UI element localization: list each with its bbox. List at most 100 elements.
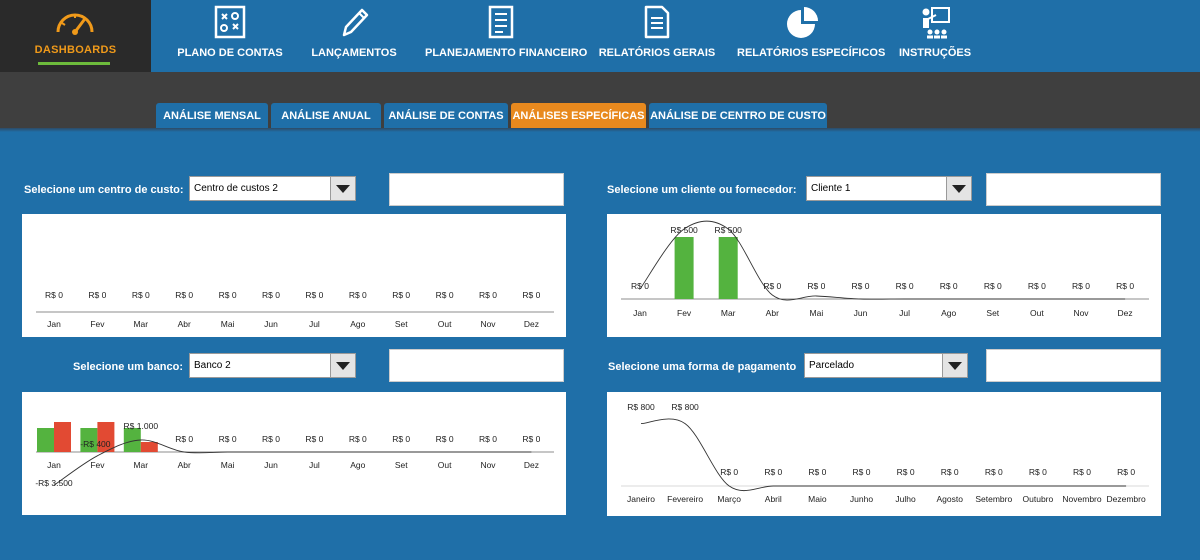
data-label: -R$ 400	[80, 439, 111, 449]
strategy-board-icon	[214, 5, 246, 39]
category-label: Maio	[808, 494, 827, 504]
category-label: Mar	[133, 319, 148, 329]
dashboards-label: DASHBOARDS	[34, 44, 117, 56]
category-label: Novembro	[1062, 494, 1101, 504]
category-label: Out	[438, 460, 452, 470]
presentation-icon	[922, 7, 950, 39]
nav-plano-de-contas[interactable]: PLANO DE CONTAS	[170, 0, 290, 72]
trend-line	[53, 439, 532, 486]
data-label: R$ 0	[1028, 281, 1046, 291]
chevron-down-icon[interactable]	[942, 354, 967, 377]
tab-analises-especificas[interactable]: ANÁLISES ESPECÍFICAS	[511, 103, 646, 128]
nav-label: LANÇAMENTOS	[311, 47, 397, 59]
chevron-down-icon[interactable]	[330, 354, 355, 377]
category-label: Mai	[810, 308, 824, 318]
category-label: Jul	[309, 460, 320, 470]
category-label: Jan	[47, 460, 61, 470]
data-label: R$ 500	[670, 225, 698, 235]
category-label: Nov	[1073, 308, 1089, 318]
data-label: R$ 0	[940, 281, 958, 291]
checklist-icon	[488, 5, 514, 39]
category-label: Dez	[524, 319, 539, 329]
data-label: R$ 0	[219, 434, 237, 444]
tab-analise-de-centro-de-custo[interactable]: ANÁLISE DE CENTRO DE CUSTO	[649, 103, 827, 128]
category-label: Dez	[1118, 308, 1133, 318]
payment-chart: R$ 800 R$ 800 R$ 0 R$ 0 R$ 0 R$ 0 R$ 0 R$ 0 R$ 0…	[621, 402, 1149, 504]
payment-value: Parcelado	[809, 360, 855, 371]
pie-chart-icon	[787, 7, 818, 38]
tab-analise-mensal[interactable]: ANÁLISE MENSAL	[156, 103, 268, 128]
nav-instrucoes[interactable]: INSTRUÇÕES	[892, 0, 978, 72]
bank-chart-panel: -R$ 3.500 -R$ 400 R$ 1.000 R$ 0 R$ 0 R$ 0 R$ 0…	[22, 392, 566, 515]
category-label: Setembro	[975, 494, 1012, 504]
payment-dropdown[interactable]: Parcelado	[804, 353, 968, 378]
category-label: Set	[986, 308, 999, 318]
data-label: R$ 0	[896, 281, 914, 291]
chevron-down-icon[interactable]	[946, 177, 971, 200]
data-label: R$ 800	[627, 402, 655, 412]
category-label: Abr	[178, 319, 191, 329]
category-label: Mar	[721, 308, 736, 318]
data-label: R$ 0	[808, 467, 826, 477]
category-label: Jan	[633, 308, 647, 318]
data-label: R$ 0	[1073, 467, 1091, 477]
nav-planejamento-financeiro[interactable]: PLANEJAMENTO FINANCEIRO	[425, 0, 587, 72]
cost-center-dropdown[interactable]: Centro de custos 2	[189, 176, 356, 201]
client-value: Cliente 1	[811, 183, 851, 194]
data-label: R$ 0	[1116, 281, 1134, 291]
data-label: R$ 0	[479, 290, 497, 300]
dashboards-nav-button[interactable]: DASHBOARDS	[0, 0, 151, 72]
category-label: Mar	[133, 460, 148, 470]
nav-label: INSTRUÇÕES	[898, 47, 972, 59]
speedometer-icon	[56, 13, 94, 35]
category-label: Dez	[524, 460, 539, 470]
data-label: R$ 0	[985, 467, 1003, 477]
data-label: R$ 0	[88, 290, 106, 300]
data-label: R$ 0	[897, 467, 915, 477]
category-label: Set	[395, 319, 408, 329]
cost-center-result-box	[389, 173, 564, 206]
nav-lancamentos[interactable]: LANÇAMENTOS	[304, 0, 404, 72]
tab-analise-de-contas[interactable]: ANÁLISE DE CONTAS	[384, 103, 508, 128]
chart-bar	[674, 237, 694, 299]
data-label: R$ 0	[305, 434, 323, 444]
category-label: Janeiro	[627, 494, 655, 504]
category-label: Set	[395, 460, 408, 470]
data-label: R$ 0	[175, 290, 193, 300]
trend-line	[639, 220, 1126, 301]
nav-label: RELATÓRIOS GERAIS	[598, 47, 716, 59]
category-label: Nov	[480, 460, 496, 470]
active-indicator	[38, 62, 110, 65]
tab-analise-anual[interactable]: ANÁLISE ANUAL	[271, 103, 381, 128]
nav-label: PLANO DE CONTAS	[177, 47, 283, 59]
top-navigation: DASHBOARDS PLANO DE CONTAS LANÇAMENTOS P…	[0, 0, 1200, 72]
category-label: Out	[1030, 308, 1044, 318]
data-label: R$ 0	[984, 281, 1002, 291]
data-label: R$ 0	[852, 281, 870, 291]
category-label: Jun	[264, 319, 278, 329]
client-label: Selecione um cliente ou fornecedor:	[607, 184, 797, 196]
data-label: R$ 0	[522, 290, 540, 300]
data-label: R$ 0	[764, 467, 782, 477]
nav-relatorios-especificos[interactable]: RELATÓRIOS ESPECÍFICOS	[737, 0, 886, 72]
bank-dropdown[interactable]: Banco 2	[189, 353, 356, 378]
chevron-down-icon[interactable]	[330, 177, 355, 200]
tab-shadow	[0, 128, 1200, 132]
chart-bar	[97, 422, 115, 452]
data-label: R$ 0	[763, 281, 781, 291]
payment-label: Selecione uma forma de pagamento	[608, 361, 797, 373]
nav-label: RELATÓRIOS ESPECÍFICOS	[737, 47, 886, 59]
client-dropdown[interactable]: Cliente 1	[806, 176, 972, 201]
data-label: R$ 0	[720, 467, 738, 477]
nav-relatorios-gerais[interactable]: RELATÓRIOS GERAIS	[597, 0, 717, 72]
category-label: Junho	[850, 494, 873, 504]
category-label: Abr	[178, 460, 191, 470]
chart-bar	[140, 442, 158, 452]
chart-bar	[80, 428, 98, 452]
data-label: R$ 0	[941, 467, 959, 477]
category-label: Jul	[899, 308, 910, 318]
data-label: R$ 1.000	[124, 421, 159, 431]
data-label: R$ 0	[392, 434, 410, 444]
cost-center-chart: R$ 0 R$ 0 R$ 0 R$ 0 R$ 0 R$ 0 R$ 0 R$ 0 R$ 0 R$ 0…	[36, 290, 554, 329]
chart-bar	[37, 428, 54, 452]
